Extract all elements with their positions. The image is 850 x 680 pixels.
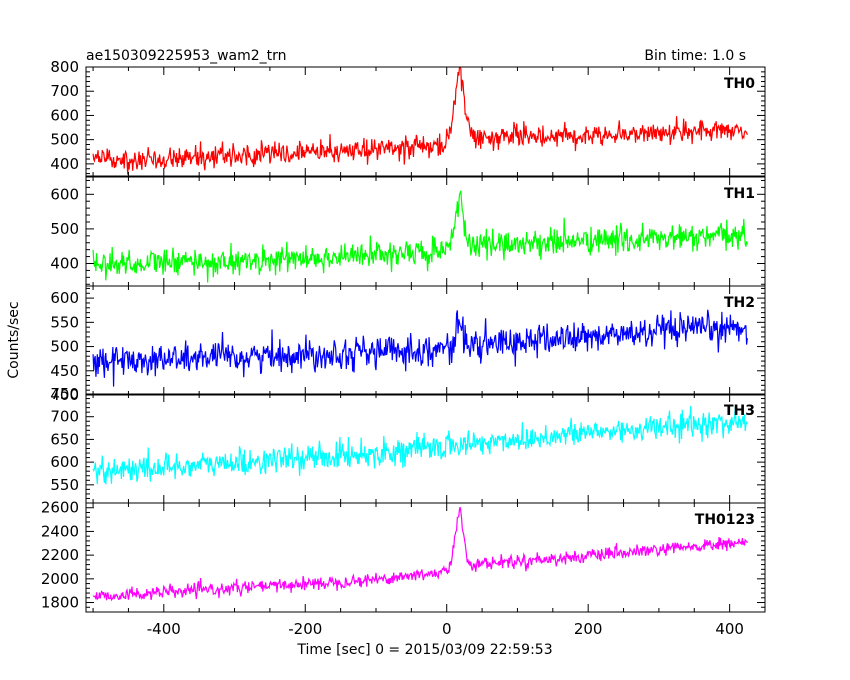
header-bin-time: Bin time: 1.0 s: [644, 48, 746, 64]
panel-th2: 400 450 500 550 600 TH2: [50, 285, 766, 404]
series-line-th3: [92, 405, 748, 485]
y-tick-label: 600: [50, 453, 79, 471]
y-tick-label: 700: [50, 408, 79, 426]
header-observation-id: ae150309225953_wam2_trn: [86, 48, 287, 64]
panel-frame: [85, 176, 766, 287]
panel-frame: [85, 66, 766, 177]
panel-th1: 400 500 600 TH1: [50, 176, 766, 287]
y-tick-label: 2600: [41, 499, 79, 517]
panel-frame: [85, 502, 766, 613]
y-tick-label: 2000: [41, 570, 79, 588]
y-tick-label: 500: [50, 338, 79, 356]
y-tick-label: 400: [50, 386, 79, 404]
y-tick-label: 1800: [41, 594, 79, 612]
panel-th3: 550 600 650 700 750 TH3: [50, 385, 766, 504]
x-tick-label: 200: [574, 620, 603, 638]
y-tick-label: 400: [50, 255, 79, 273]
y-tick-label: 500: [50, 131, 79, 149]
y-tick-label: 600: [50, 289, 79, 307]
y-tick-label: 600: [50, 106, 79, 124]
panel-label: TH1: [724, 186, 755, 202]
y-tick-label: 550: [50, 476, 79, 494]
panel-label: TH3: [724, 403, 755, 419]
y-tick-label: 2400: [41, 522, 79, 540]
series-line-th0123: [92, 506, 748, 602]
panel-th0123: 1800 2000 2200 2400 2600 TH0123: [41, 499, 766, 613]
series-line-th1: [92, 190, 748, 283]
x-tick-label: 400: [715, 620, 744, 638]
panel-label: TH0: [724, 76, 755, 92]
x-tick-label: -400: [147, 620, 181, 638]
panels-group: 400 500 600 700 800 TH0 400 500 600 TH1 400 450 500 5…: [41, 58, 766, 613]
y-tick-label: 400: [50, 155, 79, 173]
y-tick-label: 700: [50, 82, 79, 100]
x-axis-title: Time [sec] 0 = 2015/03/09 22:59:53: [296, 642, 552, 658]
panel-label: TH0123: [695, 512, 755, 528]
series-line-th2: [92, 309, 748, 387]
panel-frame: [85, 285, 766, 396]
series-line-th0: [92, 67, 748, 175]
x-tick-label: 0: [442, 620, 452, 638]
x-tick-label: -200: [288, 620, 322, 638]
panel-label: TH2: [724, 295, 755, 311]
x-axis: -400 -200 0 200 400: [147, 620, 744, 638]
y-tick-label: 2200: [41, 546, 79, 564]
y-tick-label: 600: [50, 185, 79, 203]
y-tick-label: 500: [50, 220, 79, 238]
y-tick-label: 450: [50, 362, 79, 380]
y-tick-label: 550: [50, 313, 79, 331]
y-tick-label: 800: [50, 58, 79, 76]
y-axis-title: Counts/sec: [6, 301, 22, 378]
y-tick-label: 650: [50, 430, 79, 448]
panel-th0: 400 500 600 700 800 TH0: [50, 58, 766, 177]
y-tick-label: 750: [50, 385, 79, 403]
